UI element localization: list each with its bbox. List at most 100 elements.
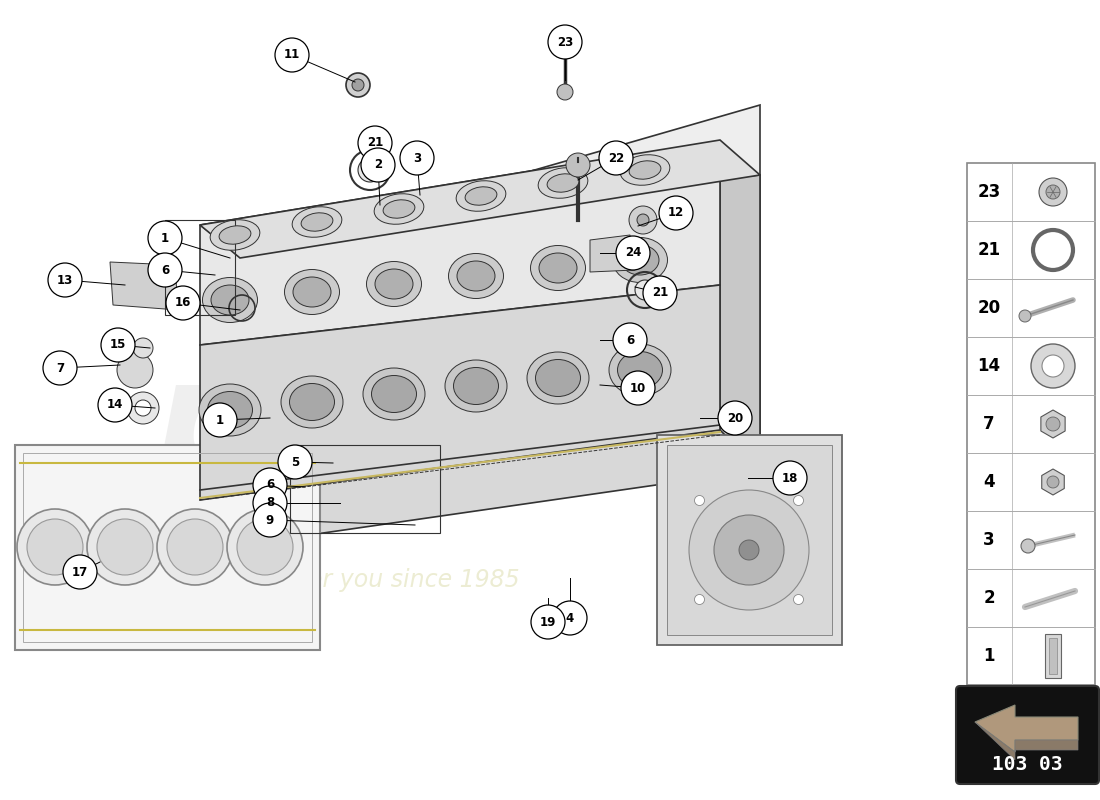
Circle shape	[63, 555, 97, 589]
Circle shape	[253, 486, 287, 520]
Circle shape	[117, 352, 153, 388]
Circle shape	[361, 148, 395, 182]
Text: 20: 20	[978, 299, 1001, 317]
Ellipse shape	[208, 391, 253, 429]
Circle shape	[148, 221, 182, 255]
Circle shape	[1042, 355, 1064, 377]
Circle shape	[98, 388, 132, 422]
Ellipse shape	[383, 200, 415, 218]
Text: 2: 2	[983, 589, 994, 607]
Ellipse shape	[301, 213, 333, 231]
Circle shape	[227, 509, 302, 585]
Circle shape	[1046, 185, 1060, 199]
Circle shape	[97, 519, 153, 575]
Circle shape	[637, 214, 649, 226]
Ellipse shape	[366, 262, 421, 306]
Circle shape	[718, 401, 752, 435]
Ellipse shape	[293, 206, 342, 238]
Text: 1: 1	[216, 414, 224, 426]
Text: 21: 21	[652, 286, 668, 299]
Ellipse shape	[613, 238, 668, 282]
Circle shape	[793, 594, 803, 605]
Circle shape	[1040, 178, 1067, 206]
Circle shape	[616, 236, 650, 270]
Ellipse shape	[536, 359, 581, 397]
Text: 3: 3	[412, 151, 421, 165]
Circle shape	[1021, 539, 1035, 553]
Circle shape	[1047, 476, 1059, 488]
Ellipse shape	[527, 352, 588, 404]
Text: 7: 7	[983, 415, 994, 433]
Circle shape	[773, 461, 807, 495]
Ellipse shape	[289, 383, 334, 421]
Ellipse shape	[456, 181, 506, 211]
Text: 10: 10	[630, 382, 646, 394]
Text: 6: 6	[266, 478, 274, 491]
Ellipse shape	[446, 360, 507, 412]
Polygon shape	[1041, 410, 1065, 438]
Polygon shape	[15, 445, 320, 650]
Circle shape	[126, 392, 160, 424]
Circle shape	[557, 84, 573, 100]
Text: 1: 1	[983, 647, 994, 665]
Bar	[165, 220, 235, 315]
Ellipse shape	[629, 161, 661, 179]
Circle shape	[275, 38, 309, 72]
Circle shape	[346, 73, 370, 97]
Text: 14: 14	[978, 357, 1001, 375]
Polygon shape	[200, 105, 760, 255]
Text: 17: 17	[72, 566, 88, 578]
Text: 20: 20	[727, 411, 744, 425]
Text: 13: 13	[57, 274, 73, 286]
Text: 1: 1	[161, 231, 169, 245]
Polygon shape	[1042, 469, 1065, 495]
Text: 6: 6	[161, 263, 169, 277]
Circle shape	[635, 280, 654, 300]
Circle shape	[135, 400, 151, 416]
Ellipse shape	[465, 187, 497, 205]
Ellipse shape	[530, 246, 585, 290]
Text: 5: 5	[290, 455, 299, 469]
Ellipse shape	[363, 368, 425, 420]
Text: 21: 21	[978, 241, 1001, 259]
Ellipse shape	[372, 375, 417, 413]
Text: euro
pieces: euro pieces	[155, 179, 705, 501]
Circle shape	[236, 519, 293, 575]
Circle shape	[621, 371, 654, 405]
Circle shape	[694, 594, 704, 605]
Text: 21: 21	[367, 137, 383, 150]
Ellipse shape	[621, 245, 659, 275]
Circle shape	[133, 338, 153, 358]
Ellipse shape	[210, 220, 260, 250]
Ellipse shape	[453, 367, 498, 405]
Text: 16: 16	[175, 297, 191, 310]
Ellipse shape	[538, 168, 587, 198]
Circle shape	[793, 495, 803, 506]
Text: 14: 14	[107, 398, 123, 411]
Circle shape	[253, 468, 287, 502]
Text: 15: 15	[110, 338, 126, 351]
Polygon shape	[200, 285, 720, 500]
Circle shape	[358, 158, 382, 182]
Circle shape	[600, 141, 632, 175]
Ellipse shape	[375, 269, 412, 299]
Text: 7: 7	[56, 362, 64, 374]
Text: a passion for you since 1985: a passion for you since 1985	[180, 568, 520, 592]
Text: 22: 22	[608, 151, 624, 165]
Circle shape	[166, 286, 200, 320]
Text: 4: 4	[983, 473, 994, 491]
Polygon shape	[720, 140, 760, 470]
Circle shape	[148, 253, 182, 287]
Ellipse shape	[456, 261, 495, 291]
Circle shape	[167, 519, 223, 575]
Circle shape	[352, 79, 364, 91]
Circle shape	[87, 509, 163, 585]
Circle shape	[548, 25, 582, 59]
Circle shape	[739, 540, 759, 560]
Text: 19: 19	[540, 615, 557, 629]
Circle shape	[16, 509, 94, 585]
Ellipse shape	[617, 351, 662, 389]
Circle shape	[629, 206, 657, 234]
Polygon shape	[967, 163, 1094, 685]
Circle shape	[613, 323, 647, 357]
